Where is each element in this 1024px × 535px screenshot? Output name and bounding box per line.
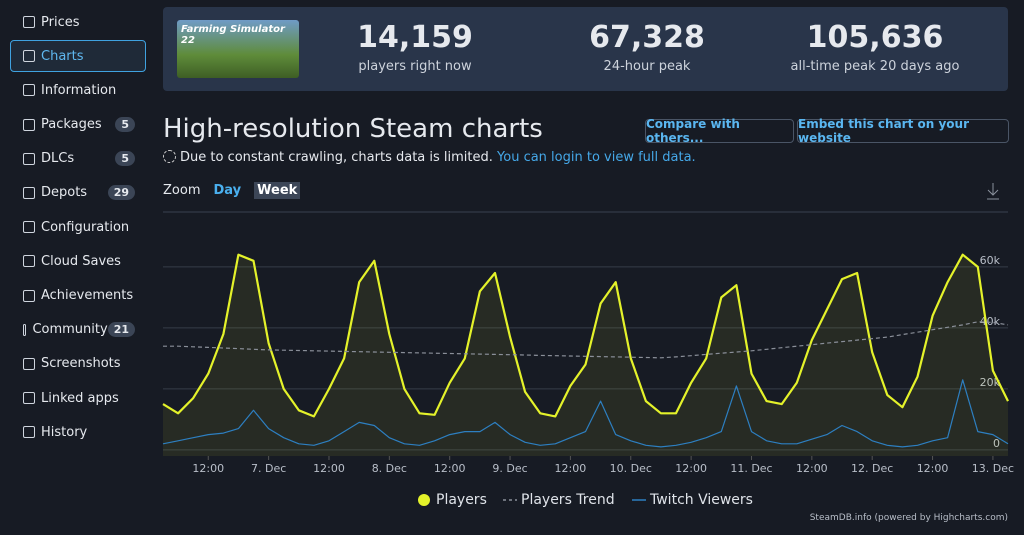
nav-icon — [23, 426, 35, 439]
sidebar: Prices Charts Information Packages 5 DLCs 5 Dep… — [10, 6, 146, 450]
nav-label: Screenshots — [41, 356, 121, 372]
x-tick-label: 12:00 — [313, 462, 345, 475]
zoom-day[interactable]: Day — [213, 183, 242, 198]
nav-label: Prices — [41, 14, 80, 30]
nav-badge: 5 — [115, 151, 135, 167]
nav-label: Information — [41, 82, 117, 98]
credit: SteamDB.info (powered by Highcharts.com) — [809, 513, 1008, 523]
nav-badge: 21 — [107, 322, 135, 338]
game-logo: Farming Simulator 22 — [177, 20, 299, 78]
zoom: Zoom Day Week — [163, 182, 301, 199]
nav-item[interactable]: Achievements — [10, 280, 146, 312]
notice-text: Due to constant crawling, charts data is… — [180, 150, 493, 165]
legend-label: Players Trend — [521, 492, 615, 508]
nav-label: Cloud Saves — [41, 253, 121, 269]
nav-label: Depots — [41, 185, 88, 201]
x-tick-label: 12. Dec — [851, 462, 893, 475]
nav-icon — [23, 357, 35, 370]
nav-item[interactable]: Cloud Saves — [10, 245, 146, 277]
nav-label: DLCs — [41, 151, 75, 167]
nav-icon — [23, 50, 35, 63]
stat-label: all-time peak 20 days ago — [790, 59, 960, 74]
nav-item[interactable]: Linked apps — [10, 382, 146, 414]
login-link[interactable]: You can login to view full data. — [497, 150, 696, 165]
stat-value: 14,159 — [357, 20, 473, 55]
series-line — [163, 321, 1009, 359]
nav-item[interactable]: Charts — [10, 40, 146, 73]
nav-label: Configuration — [41, 219, 130, 235]
nav-badge: 5 — [115, 117, 135, 133]
nav-icon — [23, 221, 35, 234]
page-title: High-resolution Steam charts — [163, 114, 543, 144]
zoom-week[interactable]: Week — [254, 182, 301, 199]
y-tick-label: 60k — [980, 254, 1001, 267]
nav-label: Packages — [41, 117, 102, 133]
x-tick-label: 12:00 — [675, 462, 707, 475]
nav-item[interactable]: History — [10, 416, 146, 448]
nav-item[interactable]: DLCs 5 — [10, 143, 146, 175]
nav-icon — [23, 152, 35, 165]
nav-icon — [23, 84, 35, 97]
nav-icon — [23, 323, 27, 336]
nav-icon — [23, 16, 35, 28]
nav-item[interactable]: Configuration — [10, 211, 146, 243]
nav-item[interactable]: Screenshots — [10, 348, 146, 380]
stats-card: Farming Simulator 22 14,159 players right… — [163, 7, 1008, 91]
nav-icon — [23, 392, 35, 405]
series-area — [163, 254, 1008, 456]
nav-badge: 29 — [107, 185, 135, 201]
series-line — [162, 379, 1009, 448]
notice: Due to constant crawling, charts data is… — [163, 150, 696, 165]
nav-item[interactable]: Packages 5 — [10, 109, 146, 141]
x-tick-label: 12:00 — [434, 462, 466, 475]
nav-item[interactable]: Prices — [10, 6, 146, 38]
x-tick-label: 12:00 — [555, 462, 587, 475]
nav-label: Charts — [41, 48, 84, 64]
nav-label: Linked apps — [41, 390, 119, 406]
nav-icon — [23, 255, 35, 268]
legend-symbol — [418, 494, 430, 506]
compare-button[interactable]: Compare with others... — [645, 117, 794, 145]
nav-icon — [23, 289, 35, 302]
download-icon[interactable] — [987, 183, 999, 200]
nav-label: Achievements — [41, 288, 134, 303]
nav-icon — [23, 186, 35, 199]
nav-item[interactable]: Community 21 — [10, 314, 146, 346]
stat: 14,159 players right now — [305, 20, 525, 75]
series-line — [162, 253, 1009, 418]
legend-label: Twitch Viewers — [649, 492, 753, 508]
y-tick-label: 20k — [980, 376, 1001, 389]
stat: 67,328 24-hour peak — [537, 20, 757, 75]
y-tick-label: 0 — [993, 437, 1000, 450]
nav-label: History — [41, 424, 88, 440]
x-tick-label: 13. Dec — [972, 462, 1014, 475]
x-tick-label: 12:00 — [917, 462, 949, 475]
nav-item[interactable]: Information — [10, 74, 146, 106]
stat: 105,636 all-time peak 20 days ago — [765, 20, 985, 75]
x-tick-label: 12:00 — [796, 462, 828, 475]
embed-button[interactable]: Embed this chart on your website — [797, 117, 1009, 145]
legend-label: Players — [436, 492, 487, 508]
x-tick-label: 8. Dec — [372, 462, 407, 475]
stat-label: players right now — [358, 59, 472, 74]
stat-label: 24-hour peak — [603, 59, 691, 74]
x-tick-label: 11. Dec — [730, 462, 772, 475]
x-tick-label: 12:00 — [192, 462, 224, 475]
x-tick-label: 10. Dec — [610, 462, 652, 475]
nav-icon — [23, 118, 35, 131]
stat-value: 105,636 — [806, 20, 944, 55]
nav-item[interactable]: Depots 29 — [10, 177, 146, 209]
zoom-label: Zoom — [163, 183, 201, 198]
nav-label: Community — [32, 322, 108, 338]
stat-value: 67,328 — [589, 20, 705, 55]
x-tick-label: 7. Dec — [251, 462, 286, 475]
x-tick-label: 9. Dec — [492, 462, 527, 475]
